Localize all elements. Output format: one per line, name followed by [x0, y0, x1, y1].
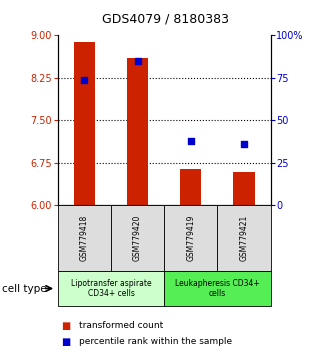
- Text: GSM779419: GSM779419: [186, 215, 195, 261]
- Text: ■: ■: [61, 321, 70, 331]
- Text: GSM779420: GSM779420: [133, 215, 142, 261]
- Bar: [127, 58, 148, 205]
- Bar: [233, 172, 255, 205]
- Point: [135, 58, 140, 64]
- Point: [188, 138, 193, 144]
- Bar: [180, 169, 201, 205]
- Text: percentile rank within the sample: percentile rank within the sample: [79, 337, 232, 346]
- Text: Leukapheresis CD34+
cells: Leukapheresis CD34+ cells: [175, 279, 260, 298]
- Text: ■: ■: [61, 337, 70, 347]
- Text: Lipotransfer aspirate
CD34+ cells: Lipotransfer aspirate CD34+ cells: [71, 279, 151, 298]
- Text: GSM779421: GSM779421: [240, 215, 248, 261]
- Text: GSM779418: GSM779418: [80, 215, 89, 261]
- Text: GDS4079 / 8180383: GDS4079 / 8180383: [102, 12, 228, 25]
- Text: transformed count: transformed count: [79, 321, 163, 330]
- Bar: [74, 42, 95, 205]
- Point: [241, 141, 247, 147]
- Point: [82, 77, 87, 82]
- Text: cell type: cell type: [2, 284, 46, 293]
